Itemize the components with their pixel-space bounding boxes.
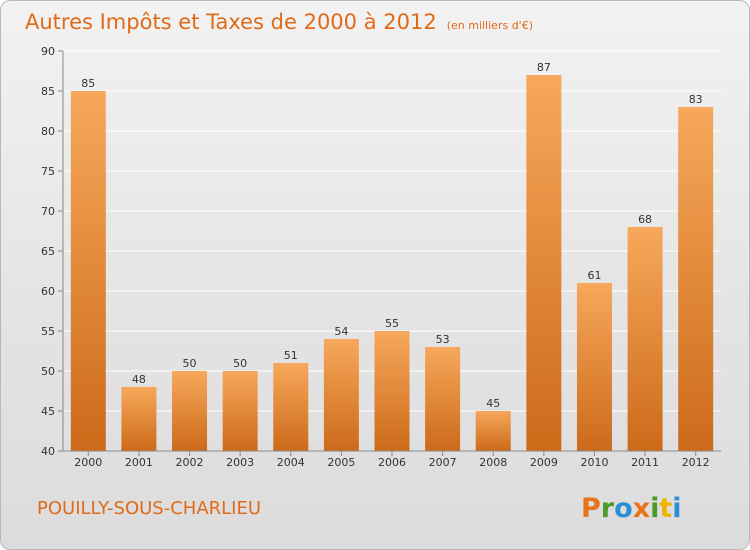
y-tick-label: 45: [41, 405, 55, 418]
data-label: 53: [436, 333, 450, 346]
logo-letter: o: [614, 493, 633, 524]
y-axis-ticks: 40 45 50 55 60 65 70 75 80 85 90: [41, 45, 63, 458]
data-label: 45: [486, 397, 500, 410]
data-label: 55: [385, 317, 399, 330]
data-label: 68: [638, 213, 652, 226]
data-label: 48: [132, 373, 146, 386]
bar: [425, 347, 461, 451]
bar: [121, 387, 157, 451]
chart-title: Autres Impôts et Taxes de 2000 à 2012: [25, 10, 437, 34]
data-label: 85: [81, 77, 95, 90]
logo-letter: i: [672, 493, 681, 524]
chart-subtitle: (en milliers d'€): [447, 19, 533, 32]
data-label: 51: [284, 349, 298, 362]
bar: [475, 411, 511, 451]
y-tick-label: 40: [41, 445, 55, 458]
x-tick-label: 2007: [429, 456, 457, 469]
bars: [70, 75, 714, 451]
logo-letter: x: [633, 493, 650, 524]
bar: [273, 363, 309, 451]
bar: [70, 91, 106, 451]
logo-letter: i: [650, 493, 659, 524]
y-tick-label: 55: [41, 325, 55, 338]
logo-letter: t: [659, 493, 672, 524]
x-tick-label: 2000: [74, 456, 102, 469]
x-tick-label: 2001: [125, 456, 153, 469]
bar: [222, 371, 258, 451]
bar: [576, 283, 612, 451]
data-label: 87: [537, 61, 551, 74]
bar: [172, 371, 208, 451]
data-label: 61: [587, 269, 601, 282]
data-label: 50: [233, 357, 247, 370]
axes: [62, 51, 721, 452]
y-tick-label: 50: [41, 365, 55, 378]
x-tick-label: 2003: [226, 456, 254, 469]
proxiti-logo: Proxiti: [581, 493, 682, 524]
bar: [374, 331, 410, 451]
x-tick-label: 2005: [327, 456, 355, 469]
x-axis-ticks: 2000 2001 2002 2003 2004 2005 2006 2007 2008 2009…: [74, 451, 710, 469]
y-tick-label: 90: [41, 45, 55, 58]
y-tick-label: 65: [41, 245, 55, 258]
data-label: 50: [183, 357, 197, 370]
logo-letter: P: [581, 493, 601, 524]
commune-name: POUILLY-SOUS-CHARLIEU: [37, 498, 261, 519]
bar: [526, 75, 562, 451]
x-tick-label: 2004: [277, 456, 305, 469]
data-label: 54: [334, 325, 348, 338]
x-tick-label: 2010: [580, 456, 608, 469]
y-tick-label: 85: [41, 85, 55, 98]
x-tick-label: 2002: [176, 456, 204, 469]
y-tick-label: 80: [41, 125, 55, 138]
bar: [678, 107, 714, 451]
bar: [323, 339, 359, 451]
data-labels: 85 48 50 50 51 54 55 53 45 87 61 68 83: [81, 61, 702, 410]
y-tick-label: 70: [41, 205, 55, 218]
x-tick-label: 2011: [631, 456, 659, 469]
x-tick-label: 2009: [530, 456, 558, 469]
x-tick-label: 2012: [682, 456, 710, 469]
y-tick-label: 75: [41, 165, 55, 178]
x-tick-label: 2006: [378, 456, 406, 469]
x-tick-label: 2008: [479, 456, 507, 469]
bar: [627, 227, 663, 451]
chart-title-group: Autres Impôts et Taxes de 2000 à 2012 (e…: [25, 10, 533, 34]
logo-letter: r: [601, 493, 615, 524]
y-tick-label: 60: [41, 285, 55, 298]
data-label: 83: [689, 93, 703, 106]
